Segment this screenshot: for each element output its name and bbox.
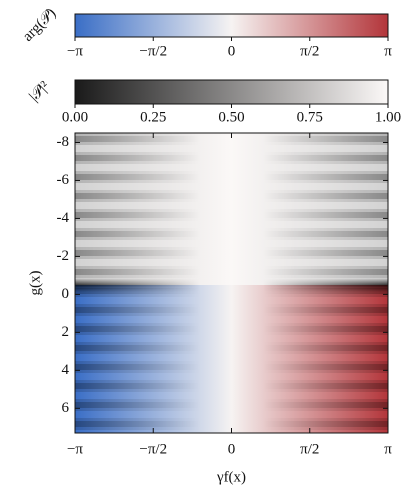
tick-label: 0.00: [62, 109, 88, 125]
tick-label: 1.00: [375, 109, 401, 125]
y-tick-label: 4: [62, 362, 70, 378]
y-tick-label: 6: [62, 400, 70, 416]
tick-label: π/2: [300, 43, 319, 59]
y-tick-label: 0: [62, 286, 70, 302]
tick-label: −π: [67, 43, 83, 59]
y-tick-label: -2: [57, 248, 70, 264]
x-tick-label: 0: [228, 441, 236, 457]
tick-label: 0.25: [140, 109, 166, 125]
x-tick-label: −π: [67, 441, 83, 457]
x-tick-label: −π/2: [139, 441, 167, 457]
tick-label: 0.50: [218, 109, 244, 125]
colorbar: [74, 13, 389, 38]
tick-label: 0.75: [297, 109, 323, 125]
colorbar: [74, 79, 389, 105]
y-tick-label: -4: [57, 210, 70, 226]
y-tick-label: 2: [62, 324, 70, 340]
x-axis-label: γf(x): [216, 469, 246, 485]
tick-label: 0: [228, 43, 236, 59]
y-axis-label: g(x): [27, 271, 43, 296]
heatmap-image: [75, 133, 388, 433]
y-tick-label: -8: [57, 134, 70, 150]
tick-label: −π/2: [139, 43, 167, 59]
x-tick-label: π/2: [300, 441, 319, 457]
y-tick-label: -6: [57, 172, 70, 188]
x-tick-label: π: [384, 441, 392, 457]
colorbar-label: arg(𝒫): [20, 5, 59, 44]
colorbar-label: |𝒫|²: [26, 78, 53, 105]
tick-label: π: [384, 43, 392, 59]
